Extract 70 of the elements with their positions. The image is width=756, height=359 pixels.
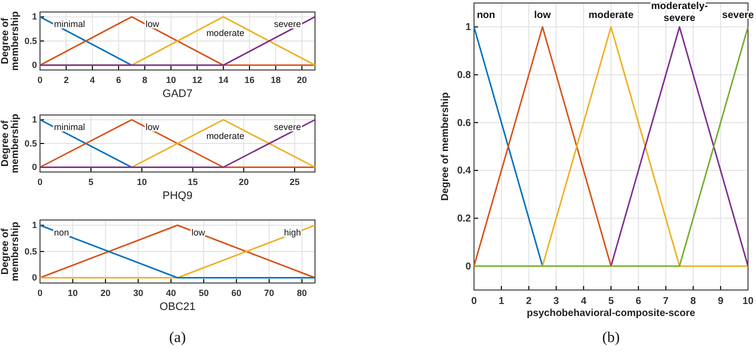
x-tick-label: 50 [198, 288, 209, 298]
x-tick-label: 20 [238, 176, 249, 187]
series-label: moderate [206, 28, 244, 38]
y-axis-title: Degree of membership [440, 92, 451, 201]
x-tick-label: 8 [142, 74, 148, 85]
series-label: minimal [54, 18, 86, 29]
y-tick-label: 0.5 [24, 36, 37, 46]
y-tick-label: 0.8 [457, 70, 472, 81]
x-tick-label: 5 [88, 176, 94, 187]
x-tick-label: 18 [270, 74, 281, 85]
y-tick-label: 0.4 [457, 166, 472, 177]
series-label: moderate [206, 130, 244, 141]
y-tick-label: 1 [32, 114, 37, 125]
x-tick-label: 10 [68, 288, 78, 298]
x-tick-label: 16 [244, 74, 255, 85]
series-label: low [146, 122, 160, 132]
x-axis-title: OBC21 [159, 301, 196, 313]
y-tick-label: 1 [32, 220, 37, 230]
x-tick-label: 10 [166, 74, 176, 85]
x-tick-label: 2 [526, 296, 532, 307]
y-axis-title: Degree of membership [0, 11, 21, 71]
x-tick-label: 80 [296, 288, 307, 298]
series-label: moderate [588, 10, 634, 21]
y-axis-title: Degree of membership [0, 114, 21, 174]
x-tick-label: 9 [718, 296, 724, 307]
series-label: low [534, 10, 552, 21]
text: (a) [169, 330, 186, 346]
y-tick-label: 0 [32, 272, 37, 283]
y-tick-label: 0.6 [457, 118, 472, 129]
series-label: minimal [54, 122, 86, 132]
x-tick-label: 15 [188, 176, 198, 187]
series-label: severe [274, 122, 301, 132]
y-axis-title: Degree of membership [0, 222, 21, 282]
y-tick-label: 0 [32, 60, 37, 70]
x-tick-label: 4 [90, 74, 95, 85]
x-tick-label: 10 [136, 176, 147, 187]
x-tick-label: 6 [636, 296, 642, 307]
y-tick-label: 0.5 [24, 138, 37, 148]
x-tick-label: 8 [690, 296, 696, 307]
x-tick-label: 12 [192, 74, 202, 85]
y-tick-label: 0.2 [457, 213, 472, 224]
x-tick-label: 60 [231, 288, 242, 298]
series-label: severe [274, 18, 301, 29]
x-axis-title: GAD7 [162, 88, 192, 100]
series-label: low [146, 18, 160, 29]
series-label: non [476, 10, 496, 21]
y-tick-label: 1 [32, 12, 37, 22]
x-tick-label: 3 [553, 296, 560, 307]
x-tick-label: 5 [608, 296, 614, 307]
x-axis-title: psychobehavioral-composite-score [526, 308, 696, 319]
y-tick-label: 1 [465, 22, 472, 34]
x-tick-label: 30 [133, 288, 144, 298]
x-tick-label: 6 [116, 74, 122, 85]
y-tick-label: 0 [465, 261, 472, 272]
x-tick-label: 14 [218, 74, 228, 85]
x-axis-title: PHQ9 [162, 190, 192, 202]
series-label: moderately-severe [651, 1, 708, 24]
x-tick-label: 7 [663, 296, 670, 307]
y-tick-label: 0 [32, 162, 37, 172]
text: (b) [602, 330, 620, 346]
x-tick-label: 25 [290, 176, 300, 187]
x-tick-label: 70 [264, 288, 274, 298]
x-tick-label: 20 [296, 74, 307, 85]
x-tick-label: 2 [64, 74, 69, 85]
x-tick-label: 4 [580, 296, 587, 307]
x-tick-label: 1 [498, 296, 505, 307]
x-tick-label: 20 [100, 288, 110, 298]
x-tick-label: 10 [742, 296, 754, 307]
y-tick-label: 0.5 [24, 246, 37, 256]
x-tick-label: 40 [166, 288, 176, 298]
